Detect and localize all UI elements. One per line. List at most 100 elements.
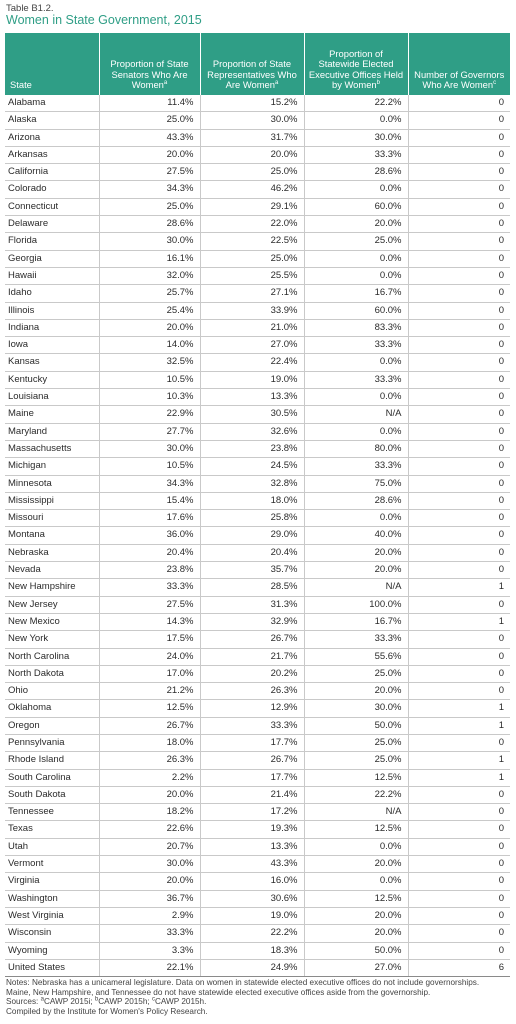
cell-senators: 10.3% [99,388,201,407]
cell-state: Georgia [5,250,100,268]
header-row: State Proportion of State Senators Who A… [5,33,510,95]
cell-senators: 14.3% [99,613,201,632]
cell-senators: 33.3% [99,578,201,597]
cell-representatives: 26.3% [200,682,305,701]
cell-state: Michigan [5,457,100,476]
table-row: Georgia 16.1% 25.0% 0.0% 0 [5,250,510,268]
cell-state: Minnesota [5,475,100,493]
table-row: Louisiana 10.3% 13.3% 0.0% 0 [5,388,510,407]
cell-governors: 0 [408,734,510,753]
cell-executive-offices: 0.0% [304,509,409,528]
notes-line-1: Notes: Nebraska has a unicameral legisla… [6,978,480,987]
cell-state: Rhode Island [5,751,100,770]
cell-state: Utah [5,838,100,857]
cell-senators: 17.0% [99,665,201,684]
cell-governors: 0 [408,440,510,459]
table-row: Hawaii 32.0% 25.5% 0.0% 0 [5,267,510,286]
cell-state: South Carolina [5,769,100,787]
cell-representatives: 32.9% [200,613,305,632]
cell-senators: 33.3% [99,924,201,943]
cell-state: Illinois [5,302,100,320]
cell-senators: 22.9% [99,405,201,424]
cell-executive-offices: 0.0% [304,838,409,857]
cell-senators: 20.4% [99,544,201,563]
cell-executive-offices: 20.0% [304,544,409,563]
cell-representatives: 17.2% [200,803,305,822]
cell-state: West Virginia [5,907,100,926]
cell-state: Ohio [5,682,100,701]
cell-representatives: 24.5% [200,457,305,476]
cell-state: Massachusetts [5,440,100,459]
cell-executive-offices: 0.0% [304,180,409,199]
column-header-senators: Proportion of State Senators Who Are Wom… [99,33,201,95]
cell-state: Tennessee [5,803,100,822]
table-row: Missouri 17.6% 25.8% 0.0% 0 [5,509,510,528]
cell-state: New York [5,630,100,649]
cell-governors: 0 [408,475,510,493]
cell-state: Iowa [5,336,100,355]
cell-senators: 18.2% [99,803,201,822]
cell-executive-offices: 16.7% [304,613,409,632]
cell-state: United States [5,959,100,978]
cell-state: Texas [5,820,100,839]
compiled-by-line: Compiled by the Institute for Women's Po… [6,1006,208,1016]
cell-executive-offices: 100.0% [304,596,409,614]
cell-senators: 18.0% [99,734,201,753]
table-row: Arizona 43.3% 31.7% 30.0% 0 [5,129,510,147]
cell-senators: 17.6% [99,509,201,528]
cell-governors: 1 [408,717,510,735]
table-row: New Mexico 14.3% 32.9% 16.7% 1 [5,613,510,632]
cell-representatives: 18.3% [200,942,305,960]
cell-senators: 25.0% [99,198,201,217]
cell-executive-offices: 80.0% [304,440,409,459]
cell-executive-offices: 60.0% [304,302,409,320]
cell-senators: 30.0% [99,232,201,251]
cell-governors: 1 [408,769,510,787]
cell-executive-offices: 0.0% [304,353,409,372]
cell-senators: 2.2% [99,769,201,787]
cell-representatives: 27.1% [200,284,305,303]
cell-executive-offices: 33.3% [304,457,409,476]
cell-executive-offices: 30.0% [304,699,409,718]
sources-line: Sources: aCAWP 2015i; bCAWP 2015h; cCAWP… [6,996,207,1007]
table-title: Women in State Government, 2015 [6,13,202,27]
cell-state: Arkansas [5,146,100,165]
cell-governors: 0 [408,630,510,649]
cell-executive-offices: 33.3% [304,146,409,165]
table-body: Alabama 11.4% 15.2% 22.2% 0 Alaska 25.0% 30.0% 0… [5,95,510,978]
column-header-executive-offices: Proportion of Statewide Elected Executiv… [304,33,409,95]
cell-senators: 20.7% [99,838,201,857]
cell-executive-offices: 12.5% [304,820,409,839]
table-row: Illinois 25.4% 33.9% 60.0% 0 [5,302,510,320]
cell-governors: 0 [408,492,510,511]
table-row: Michigan 10.5% 24.5% 33.3% 0 [5,457,510,476]
table-row: Nebraska 20.4% 20.4% 20.0% 0 [5,544,510,563]
cell-representatives: 43.3% [200,855,305,874]
cell-representatives: 20.0% [200,146,305,165]
table-row: North Dakota 17.0% 20.2% 25.0% 0 [5,665,510,684]
cell-senators: 27.5% [99,163,201,182]
cell-state: Oregon [5,717,100,735]
cell-governors: 0 [408,423,510,441]
cell-executive-offices: 28.6% [304,492,409,511]
cell-senators: 12.5% [99,699,201,718]
cell-senators: 20.0% [99,872,201,891]
cell-state: Pennsylvania [5,734,100,753]
cell-governors: 1 [408,578,510,597]
cell-state: Kentucky [5,371,100,390]
cell-governors: 0 [408,648,510,666]
cell-executive-offices: 20.0% [304,682,409,701]
cell-representatives: 29.1% [200,198,305,217]
cell-governors: 6 [408,959,510,978]
cell-governors: 0 [408,924,510,943]
table-row: New York 17.5% 26.7% 33.3% 0 [5,630,510,649]
cell-governors: 0 [408,907,510,926]
table-row: Maine 22.9% 30.5% N/A 0 [5,405,510,424]
cell-governors: 0 [408,250,510,268]
cell-executive-offices: 25.0% [304,665,409,684]
table-row: Minnesota 34.3% 32.8% 75.0% 0 [5,475,510,493]
table-row: California 27.5% 25.0% 28.6% 0 [5,163,510,182]
table-row: Oklahoma 12.5% 12.9% 30.0% 1 [5,699,510,718]
cell-governors: 0 [408,942,510,960]
cell-executive-offices: 20.0% [304,215,409,234]
